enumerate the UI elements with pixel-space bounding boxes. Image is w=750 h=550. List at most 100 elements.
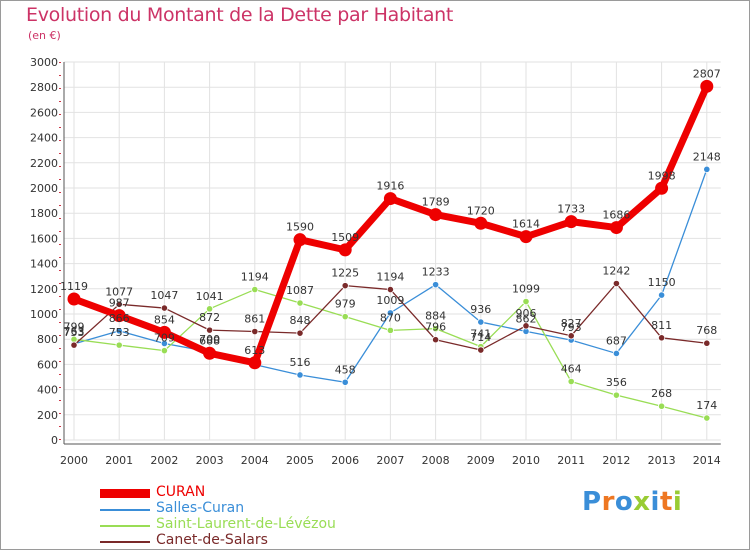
data-label: 799 — [64, 320, 85, 333]
data-label: 987 — [109, 297, 130, 310]
data-label: 1009 — [376, 294, 404, 307]
x-tick-label: 2004 — [241, 454, 269, 467]
x-tick-label: 2006 — [331, 454, 359, 467]
data-point — [477, 346, 485, 354]
legend-swatch — [100, 509, 150, 511]
data-point — [67, 292, 81, 306]
data-point — [703, 339, 711, 347]
logo-letter: i — [650, 487, 660, 517]
data-label: 793 — [561, 321, 582, 334]
data-label: 906 — [516, 307, 537, 320]
y-tick-label: 3000 — [30, 56, 58, 69]
data-label: 1194 — [376, 271, 404, 284]
data-label: 1233 — [422, 266, 450, 279]
data-point — [657, 334, 666, 342]
data-point — [703, 165, 711, 173]
data-label: 714 — [470, 331, 491, 344]
legend-label: Canet-de-Salars — [156, 532, 268, 548]
data-point — [703, 414, 711, 422]
data-label: 753 — [64, 326, 85, 339]
data-point — [115, 300, 123, 308]
y-tick-label: 1400 — [30, 258, 58, 271]
data-point — [206, 305, 214, 313]
data-label: 862 — [516, 312, 537, 325]
data-point — [386, 309, 394, 317]
data-label: 356 — [606, 376, 627, 389]
data-label: 753 — [109, 326, 130, 339]
data-point — [251, 327, 259, 336]
data-label: 1789 — [422, 196, 450, 209]
data-label: 796 — [425, 321, 446, 334]
legend-swatch — [100, 541, 150, 543]
data-point — [386, 326, 394, 334]
x-tick-label: 2014 — [693, 454, 721, 467]
data-label: 516 — [290, 356, 311, 369]
data-point — [477, 318, 485, 326]
data-label: 1998 — [648, 169, 676, 182]
y-tick-label: 800 — [37, 333, 58, 346]
x-tick-label: 2005 — [286, 454, 314, 467]
data-label: 870 — [380, 311, 401, 324]
data-point — [431, 281, 440, 289]
data-label: 1077 — [105, 285, 133, 298]
data-point — [341, 378, 349, 386]
data-label: 811 — [651, 319, 672, 332]
data-point — [341, 282, 349, 290]
data-label: 763 — [64, 325, 85, 338]
data-label: 2148 — [693, 150, 721, 163]
x-tick-label: 2003 — [196, 454, 224, 467]
data-label: 174 — [696, 399, 717, 412]
data-point — [338, 243, 352, 257]
data-label: 884 — [425, 310, 446, 323]
y-tick-label: 2600 — [30, 106, 58, 119]
data-point — [474, 216, 488, 230]
y-tick-label: 1800 — [30, 207, 58, 220]
x-tick-label: 2012 — [602, 454, 630, 467]
logo-letter: x — [633, 487, 651, 517]
data-label: 936 — [470, 303, 491, 316]
data-point — [567, 377, 575, 386]
data-label: 1242 — [602, 265, 630, 278]
data-point — [431, 325, 440, 333]
data-point — [160, 304, 168, 312]
x-tick-label: 2011 — [557, 454, 585, 467]
data-point — [157, 325, 171, 339]
legend-swatch — [100, 525, 150, 527]
data-label: 1614 — [512, 218, 540, 231]
unit-label: (en €) — [28, 29, 61, 42]
data-label: 1733 — [557, 203, 585, 216]
data-label: 854 — [154, 313, 175, 326]
data-point — [657, 402, 666, 410]
data-label: 1099 — [512, 283, 540, 296]
data-point — [203, 346, 217, 360]
data-label: 1150 — [648, 276, 676, 289]
data-point — [522, 322, 530, 330]
data-label: 1119 — [60, 280, 88, 293]
data-label: 1720 — [467, 204, 495, 217]
data-point — [612, 391, 621, 399]
data-label: 872 — [199, 311, 220, 324]
data-label: 2807 — [693, 67, 721, 80]
data-label: 1047 — [150, 289, 178, 302]
logo-letter: r — [601, 487, 615, 517]
y-tick-label: 2200 — [30, 157, 58, 170]
data-label: 861 — [244, 313, 265, 326]
data-label: 1509 — [331, 231, 359, 244]
x-tick-label: 2002 — [150, 454, 178, 467]
chart-title: Evolution du Montant de la Dette par Hab… — [26, 4, 454, 26]
data-point — [115, 341, 123, 349]
logo-letter: P — [582, 487, 602, 517]
legend-label: Saint-Laurent-de-Lévézou — [156, 516, 336, 532]
data-label: 979 — [335, 298, 356, 311]
data-point — [296, 299, 304, 307]
data-point — [386, 285, 394, 294]
data-point — [655, 181, 669, 195]
data-point — [519, 230, 533, 244]
data-point — [612, 349, 621, 358]
y-tick-label: 2800 — [30, 81, 58, 94]
logo-letter: t — [659, 487, 673, 517]
line-chart: 0 200 400 600 800 1000 1200 1400 1600 1800 2000 220… — [30, 56, 721, 467]
legend-swatch — [100, 489, 150, 498]
data-label: 1087 — [286, 284, 314, 297]
